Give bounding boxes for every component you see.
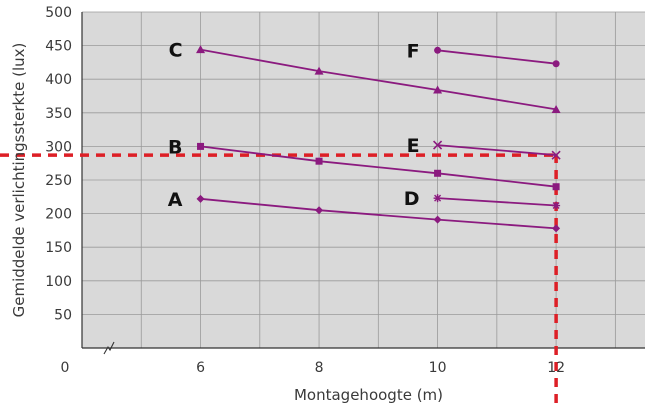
data-point-E xyxy=(551,150,561,160)
x-tick-label: 12 xyxy=(547,360,565,376)
x-tick-label: 8 xyxy=(315,360,324,376)
y-tick-label: 300 xyxy=(45,139,72,155)
series-line-E xyxy=(437,144,557,156)
data-point-B xyxy=(315,157,323,165)
axis-break-icon xyxy=(103,341,115,355)
data-point-A xyxy=(315,206,324,215)
data-point-F xyxy=(434,46,442,54)
y-tick-label: 400 xyxy=(45,72,72,88)
y-axis-title: Gemiddelde verlichtingssterkte (lux) xyxy=(10,43,28,318)
y-tick-label: 200 xyxy=(45,207,72,223)
data-point-B xyxy=(197,142,205,150)
data-point-C xyxy=(314,66,324,75)
y-tick-label: 150 xyxy=(45,240,72,256)
y-tick-label: 100 xyxy=(45,274,72,290)
data-point-C xyxy=(433,85,443,94)
data-point-C xyxy=(551,104,561,113)
x-tick-label: 6 xyxy=(196,360,205,376)
x-axis-title: Montagehoogte (m) xyxy=(294,386,443,403)
data-point-D xyxy=(433,194,442,203)
series-line-B xyxy=(200,145,557,188)
data-point-E xyxy=(433,140,443,150)
y-tick-label: 500 xyxy=(45,5,72,21)
data-point-A xyxy=(552,224,561,233)
series-label-D: D xyxy=(404,188,420,210)
series-label-F: F xyxy=(407,40,420,62)
y-tick-label: 350 xyxy=(45,106,72,122)
series-line-C xyxy=(200,48,557,111)
series-label-A: A xyxy=(168,189,183,211)
data-point-C xyxy=(196,45,206,54)
series-label-E: E xyxy=(407,135,420,157)
x-origin-label: 0 xyxy=(61,360,70,376)
data-point-A xyxy=(433,215,442,224)
data-point-B xyxy=(434,169,442,177)
data-point-B xyxy=(552,183,560,191)
data-point-F xyxy=(552,60,560,68)
data-point-A xyxy=(196,194,205,203)
series-line-D xyxy=(437,197,557,207)
series-line-F xyxy=(437,49,557,65)
x-tick-label: 10 xyxy=(429,360,447,376)
series-label-C: C xyxy=(169,40,183,62)
data-point-D xyxy=(552,201,561,210)
series-label-B: B xyxy=(168,136,182,158)
y-tick-label: 50 xyxy=(54,307,72,323)
series-line-A xyxy=(200,197,557,230)
y-tick-label: 250 xyxy=(45,173,72,189)
y-tick-label: 450 xyxy=(45,39,72,55)
